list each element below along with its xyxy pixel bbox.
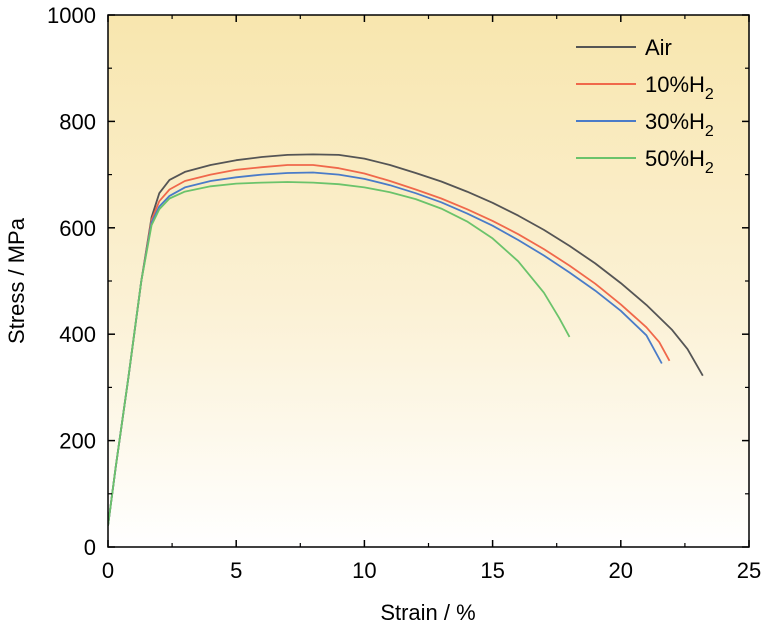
y-tick-label: 800 — [59, 109, 96, 134]
legend: Air 10%H2 30%H2 50%H2 — [576, 35, 714, 177]
legend-label-2: 30%H2 — [645, 109, 714, 140]
x-tick-label: 10 — [352, 558, 376, 583]
y-tick-label: 1000 — [47, 3, 96, 28]
x-axis-title: Strain / % — [380, 600, 475, 625]
axis-ticks: 0 5 10 15 20 25 0 200 400 600 800 1000 — [47, 3, 761, 583]
series-layer — [108, 153, 704, 526]
x-tick-label: 15 — [480, 558, 504, 583]
y-tick-label: 0 — [84, 535, 96, 560]
y-tick-label: 600 — [59, 216, 96, 241]
series-line-0 — [108, 153, 704, 526]
series-line-1 — [108, 164, 671, 526]
y-tick-label: 200 — [59, 429, 96, 454]
x-tick-label: 20 — [609, 558, 633, 583]
legend-label-3: 50%H2 — [645, 146, 714, 177]
series-line-2 — [108, 171, 663, 526]
plot-background — [108, 15, 749, 547]
legend-label-0: Air — [645, 35, 672, 60]
y-axis-title: Stress / MPa — [4, 217, 29, 344]
x-tick-label: 5 — [230, 558, 242, 583]
y-tick-label: 400 — [59, 322, 96, 347]
legend-label-1: 10%H2 — [645, 72, 714, 103]
series-line-3 — [108, 181, 571, 526]
x-tick-label: 25 — [737, 558, 761, 583]
x-tick-label: 0 — [102, 558, 114, 583]
